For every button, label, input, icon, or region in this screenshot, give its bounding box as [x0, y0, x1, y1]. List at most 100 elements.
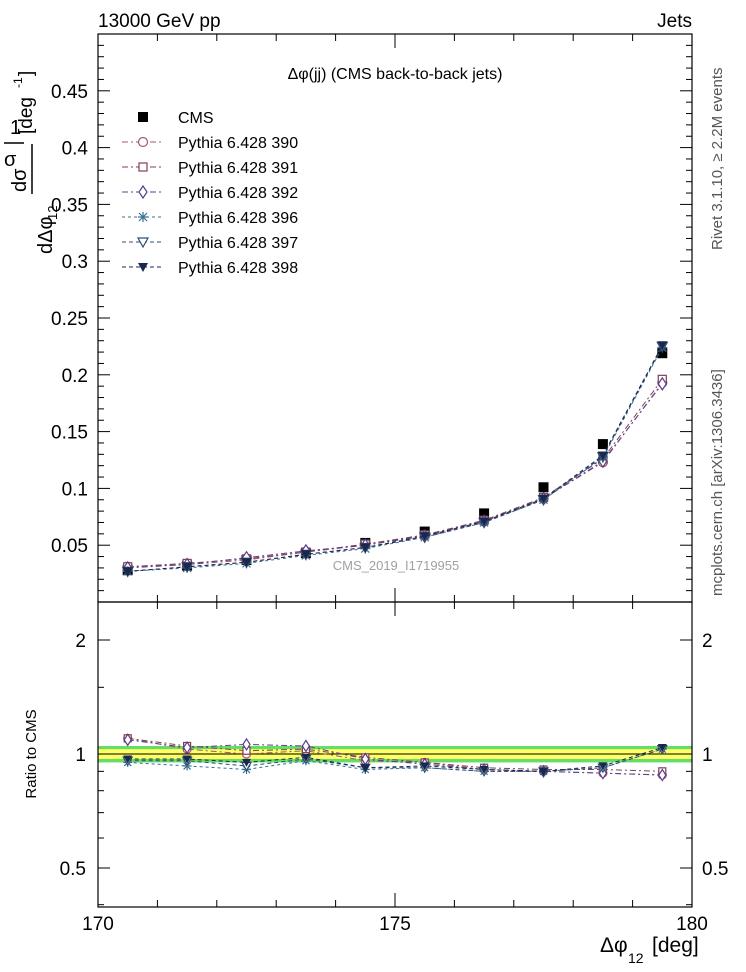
ratio-point: [657, 744, 667, 753]
ratio-point: [242, 737, 251, 752]
svg-text:dσ: dσ: [9, 168, 31, 192]
legend-entry: Pythia 6.428 398: [122, 260, 298, 277]
ratio-line: [127, 748, 663, 772]
data-point: [479, 517, 490, 527]
x-tick-label: 175: [379, 914, 411, 935]
y-tick-label: 0.15: [51, 423, 88, 444]
top-ylabel: 1 σ dσ dΔφ 12 [deg -1 ]: [4, 71, 60, 254]
top-ticks: 0.05 0.1 0.15 0.2 0.25 0.3 0.35 0.4 0.45: [51, 33, 693, 603]
series-line: [127, 345, 663, 572]
legend-marker: [137, 136, 149, 148]
legend-entry: Pythia 6.428 396: [122, 210, 298, 227]
data-point: [538, 482, 549, 493]
series-pythia-6-428-397: [121, 341, 669, 578]
ratio-tick-label-left: 1: [75, 745, 86, 766]
ratio-point: [182, 755, 192, 764]
x-tick-label: 170: [82, 914, 114, 935]
ratio-point: [301, 753, 311, 762]
ratio-point: [539, 767, 548, 776]
y-tick-label: 0.1: [62, 479, 88, 500]
legend: CMS Pythia 6.428 390 Pythia 6.428 391 Pythi…: [122, 110, 298, 277]
ratio-point: [301, 739, 311, 753]
series-line: [127, 379, 663, 568]
svg-text:σ: σ: [4, 149, 17, 171]
header-right: Jets: [657, 11, 692, 32]
legend-label: CMS: [178, 110, 214, 127]
data-point: [538, 494, 549, 504]
data-point: [479, 508, 490, 519]
ratio-line: [127, 737, 663, 772]
bottom-ticks: 0.5 0.5 1 1 2 2 170 175 180: [60, 602, 728, 935]
svg-text:1: 1: [10, 117, 21, 139]
legend-entry: CMS: [138, 110, 214, 127]
ratio-point: [598, 762, 608, 771]
legend-label: Pythia 6.428 390: [178, 135, 298, 152]
ratio-series-pythia-6-428-398: [123, 744, 667, 776]
xlabel-main: Δφ: [600, 934, 628, 957]
svg-text:[deg: [deg: [16, 97, 37, 134]
svg-text:12: 12: [45, 206, 60, 220]
data-point: [657, 348, 668, 359]
ratio-point: [123, 755, 133, 764]
ratio-point: [123, 733, 132, 747]
ratio-point: [420, 762, 430, 771]
legend-marker: [138, 112, 148, 122]
legend-marker: [138, 162, 148, 172]
legend-marker: [138, 184, 148, 200]
header-left: 13000 GeV pp: [98, 11, 221, 32]
bottom-panel: 0.5 0.5 1 1 2 2 170 175 180 Ratio to CMS: [23, 601, 728, 935]
y-tick-label: 0.4: [62, 139, 89, 160]
xlabel: Δφ 12 [deg]: [600, 934, 699, 966]
series-line: [127, 347, 663, 572]
data-point: [182, 562, 193, 572]
y-tick-label: 0.25: [51, 309, 88, 330]
data-point: [597, 451, 608, 461]
svg-text:]: ]: [16, 71, 37, 76]
y-tick-label: 0.3: [62, 252, 88, 273]
ratio-line: [127, 739, 663, 776]
series-pythia-6-428-398: [122, 341, 668, 577]
ratio-tick-label-right: 1: [702, 745, 713, 766]
legend-label: Pythia 6.428 392: [178, 185, 298, 202]
series-line: [127, 383, 663, 569]
ratio-tick-label-left: 0.5: [60, 859, 86, 880]
bottom-series: [122, 733, 668, 782]
ratio-tick-label-right: 0.5: [702, 859, 728, 880]
analysis-watermark: CMS_2019_I1719955: [333, 558, 460, 573]
plot-title: Δφ(jj) (CMS back-to-back jets): [288, 66, 503, 83]
y-tick-label: 0.45: [51, 82, 88, 103]
ratio-point: [182, 740, 192, 755]
mcplots-label: mcplots.cern.ch [arXiv:1306.3436]: [709, 369, 726, 596]
legend-marker: [136, 237, 150, 249]
ratio-tick-label-right: 2: [702, 631, 713, 652]
legend-label: Pythia 6.428 391: [178, 160, 298, 177]
x-tick-label: 180: [676, 914, 708, 935]
legend-entry: Pythia 6.428 391: [122, 160, 298, 177]
ratio-point: [479, 766, 489, 775]
bottom-ylabel: Ratio to CMS: [23, 709, 40, 798]
top-series: [121, 341, 669, 578]
ratio-point: [360, 764, 370, 773]
legend-marker: [138, 212, 148, 222]
ratio-point: [658, 768, 667, 782]
y-tick-label: 0.2: [62, 366, 88, 387]
y-tick-label: 0.35: [51, 195, 88, 216]
series-pythia-6-428-392: [122, 376, 668, 576]
legend-label: Pythia 6.428 397: [178, 235, 298, 252]
data-point: [657, 376, 668, 391]
data-point: [419, 532, 430, 542]
ratio-line: [127, 747, 663, 772]
xlabel-sub: 12: [628, 950, 644, 966]
xlabel-unit: [deg]: [652, 934, 699, 957]
legend-entry: Pythia 6.428 397: [122, 235, 298, 252]
data-point: [657, 341, 668, 351]
svg-text:-1: -1: [11, 77, 25, 88]
ratio-point: [242, 758, 251, 767]
data-point: [300, 550, 311, 560]
top-panel: 0.05 0.1 0.15 0.2 0.25 0.3 0.35 0.4 0.45 Δφ(jj) …: [51, 33, 693, 603]
data-point: [122, 567, 133, 577]
legend-label: Pythia 6.428 398: [178, 260, 298, 277]
data-point: [597, 439, 608, 450]
ratio-tick-label-left: 2: [75, 631, 86, 652]
